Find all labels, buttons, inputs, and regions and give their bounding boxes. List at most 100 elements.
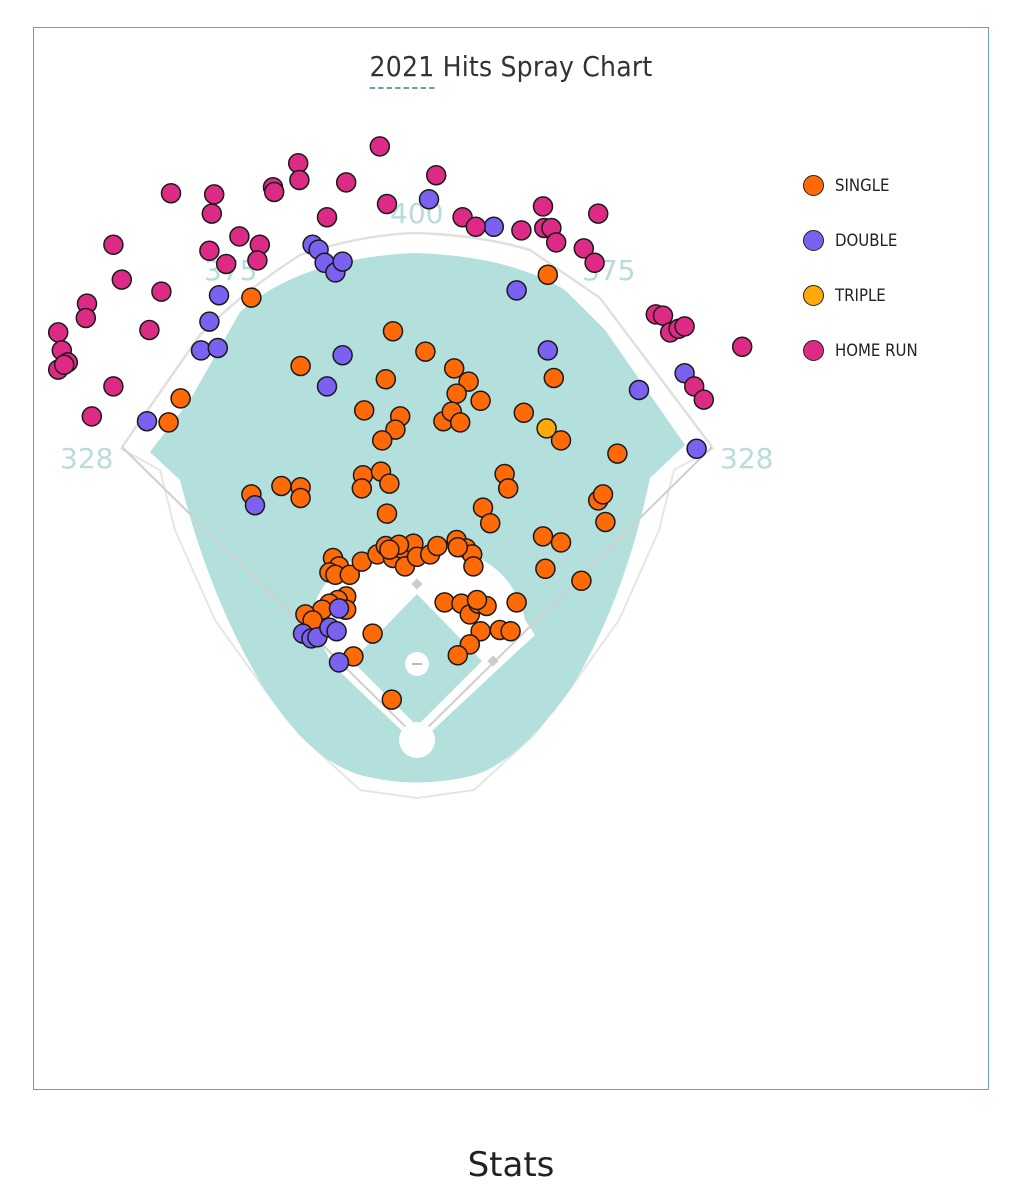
hit-point-single[interactable] <box>170 388 191 409</box>
hit-point-home-run[interactable] <box>53 354 75 376</box>
hit-point-single[interactable] <box>271 475 292 497</box>
hit-point-double[interactable] <box>326 620 347 642</box>
hit-point-single[interactable] <box>449 412 471 433</box>
hit-point-single[interactable] <box>376 503 398 524</box>
legend-item-single[interactable]: SINGLE <box>803 158 929 213</box>
hit-point-double[interactable] <box>316 376 338 397</box>
hit-point-double[interactable] <box>190 340 212 361</box>
hit-point-home-run[interactable] <box>532 196 554 217</box>
hit-point-home-run[interactable] <box>139 319 160 341</box>
hit-point-home-run[interactable] <box>573 238 595 259</box>
hit-point-single[interactable] <box>375 368 397 390</box>
hit-point-single[interactable] <box>382 320 404 342</box>
hit-point-home-run[interactable] <box>47 322 69 343</box>
hit-point-single[interactable] <box>466 589 488 611</box>
hit-point-single[interactable] <box>447 536 469 558</box>
hit-point-double[interactable] <box>628 379 650 401</box>
hit-point-home-run[interactable] <box>731 336 753 358</box>
hit-point-single[interactable] <box>379 473 400 494</box>
hit-point-single[interactable] <box>571 570 592 592</box>
hit-point-home-run[interactable] <box>335 172 357 193</box>
hit-point-single[interactable] <box>290 487 311 509</box>
hit-point-single[interactable] <box>415 341 436 362</box>
hit-point-single[interactable] <box>158 412 179 433</box>
hit-point-single[interactable] <box>446 383 467 404</box>
hit-point-double[interactable] <box>332 344 353 366</box>
hit-point-single[interactable] <box>362 623 383 644</box>
hit-point-single[interactable] <box>550 532 572 553</box>
hit-point-double[interactable] <box>199 311 220 332</box>
hit-point-home-run[interactable] <box>103 234 124 256</box>
hit-point-double[interactable] <box>328 652 350 673</box>
hit-point-double[interactable] <box>207 337 229 359</box>
hit-point-double[interactable] <box>418 188 440 210</box>
hit-point-home-run[interactable] <box>693 389 715 410</box>
hit-point-double[interactable] <box>332 251 353 272</box>
hit-point-double[interactable] <box>537 340 559 361</box>
hit-point-home-run[interactable] <box>111 269 133 290</box>
hit-point-home-run[interactable] <box>263 181 285 203</box>
hit-point-single[interactable] <box>470 390 491 412</box>
hit-point-single[interactable] <box>497 478 519 499</box>
hit-point-single[interactable] <box>500 620 521 642</box>
hit-point-home-run[interactable] <box>199 240 220 262</box>
hit-point-double[interactable] <box>208 284 230 306</box>
hit-point-triple[interactable] <box>536 418 557 439</box>
hit-point-home-run[interactable] <box>201 203 223 224</box>
hit-point-single[interactable] <box>290 355 311 377</box>
hit-point-home-run[interactable] <box>425 164 447 186</box>
hit-point-single[interactable] <box>379 539 400 560</box>
legend-item-double[interactable]: DOUBLE <box>803 213 929 268</box>
hit-point-single[interactable] <box>532 526 554 547</box>
hit-point-double[interactable] <box>136 410 158 432</box>
hit-point-home-run[interactable] <box>465 216 487 238</box>
legend-item-triple[interactable]: TRIPLE <box>803 268 929 323</box>
hit-point-double[interactable] <box>328 598 350 619</box>
hit-point-double[interactable] <box>483 216 505 238</box>
hit-point-home-run[interactable] <box>151 281 172 302</box>
hit-point-single[interactable] <box>463 556 484 577</box>
hit-point-home-run[interactable] <box>215 253 237 275</box>
hit-point-single[interactable] <box>385 419 406 440</box>
hit-point-double[interactable] <box>244 494 266 516</box>
hit-point-single[interactable] <box>513 402 535 424</box>
hit-point-home-run[interactable] <box>247 250 268 271</box>
hit-point-single[interactable] <box>381 689 403 710</box>
hit-point-single[interactable] <box>371 430 393 451</box>
hit-point-single[interactable] <box>458 371 479 392</box>
hit-point-home-run[interactable] <box>674 316 695 337</box>
hit-point-double[interactable] <box>686 438 707 460</box>
hit-point-single[interactable] <box>443 358 465 379</box>
hit-point-single[interactable] <box>543 367 565 389</box>
hit-point-single[interactable] <box>537 264 559 286</box>
hit-point-home-run[interactable] <box>103 376 124 397</box>
hit-point-single[interactable] <box>447 644 469 666</box>
hit-point-single[interactable] <box>479 512 501 534</box>
hit-point-home-run[interactable] <box>81 406 103 427</box>
hit-point-home-run[interactable] <box>75 307 97 329</box>
hit-point-home-run[interactable] <box>203 184 225 205</box>
hit-point-single[interactable] <box>592 484 614 505</box>
hit-point-home-run[interactable] <box>229 226 250 247</box>
legend-item-home-run[interactable]: HOME RUN <box>803 323 929 378</box>
hit-point-home-run[interactable] <box>584 252 605 274</box>
hit-point-single[interactable] <box>339 564 361 586</box>
hit-point-home-run[interactable] <box>289 169 310 191</box>
hit-point-home-run[interactable] <box>652 305 674 326</box>
hit-point-single[interactable] <box>535 558 556 580</box>
hit-point-single[interactable] <box>353 400 375 421</box>
hit-point-home-run[interactable] <box>369 136 391 157</box>
hit-point-home-run[interactable] <box>545 232 567 253</box>
hit-point-home-run[interactable] <box>160 182 182 204</box>
hit-point-home-run[interactable] <box>316 206 338 228</box>
hit-point-single[interactable] <box>351 478 373 499</box>
hit-point-home-run[interactable] <box>376 193 398 215</box>
hit-point-single[interactable] <box>607 443 628 464</box>
hit-point-single[interactable] <box>550 430 572 451</box>
hit-point-home-run[interactable] <box>587 203 609 224</box>
hit-point-single[interactable] <box>241 287 262 308</box>
hit-point-single[interactable] <box>595 511 616 533</box>
hit-point-home-run[interactable] <box>511 220 532 241</box>
hit-point-double[interactable] <box>506 280 527 301</box>
hit-point-single[interactable] <box>506 592 527 613</box>
